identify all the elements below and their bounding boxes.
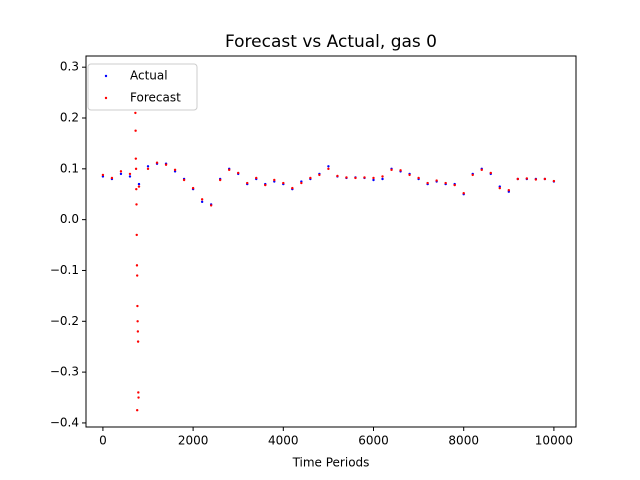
data-point (480, 168, 483, 172)
legend-marker (104, 96, 108, 100)
data-point (227, 168, 231, 172)
y-tick-label: 0.0 (60, 212, 79, 226)
data-point (282, 181, 285, 185)
data-point (390, 168, 393, 172)
data-point (137, 185, 141, 188)
data-point (336, 174, 339, 178)
data-point (191, 186, 195, 190)
data-point (135, 187, 138, 191)
y-tick-label: 0.1 (60, 161, 79, 175)
data-point (134, 111, 137, 115)
data-point (200, 200, 204, 204)
data-point (417, 176, 420, 180)
data-point (462, 192, 465, 195)
data-point (119, 170, 123, 173)
x-axis-label: Time Periods (292, 456, 370, 470)
data-point (291, 186, 294, 190)
data-point (309, 176, 312, 180)
data-point (408, 173, 411, 177)
data-point (119, 172, 123, 176)
data-point (300, 181, 303, 185)
data-point (372, 178, 375, 182)
data-point (146, 167, 150, 171)
data-point (146, 165, 150, 168)
data-point (444, 181, 447, 185)
data-point (426, 181, 429, 185)
y-tick-label: 0.3 (60, 60, 79, 74)
data-point (255, 176, 258, 180)
x-tick-label: 4000 (268, 434, 299, 448)
data-point (327, 167, 330, 171)
data-point (372, 176, 375, 180)
data-point (136, 304, 139, 308)
data-point (237, 171, 240, 175)
data-point (101, 173, 105, 177)
data-point (498, 186, 501, 190)
data-point (135, 264, 139, 267)
data-point (136, 330, 140, 333)
x-tick-label: 0 (99, 434, 107, 448)
y-tick-label: −0.2 (50, 314, 79, 328)
data-point (318, 173, 321, 177)
data-point (516, 177, 520, 181)
data-point (381, 177, 384, 181)
y-tick-label: 0.2 (60, 111, 79, 125)
data-point (327, 165, 330, 168)
data-point (137, 396, 140, 399)
legend-label: Forecast (130, 91, 181, 105)
data-point (164, 163, 168, 166)
x-tick-label: 2000 (178, 434, 209, 448)
x-tick-label: 8000 (448, 434, 479, 448)
data-point (134, 129, 137, 132)
data-point (200, 198, 204, 201)
data-point (381, 175, 384, 178)
data-point (136, 340, 140, 343)
data-point (136, 320, 139, 323)
data-point (128, 175, 132, 178)
data-point (345, 176, 348, 179)
data-point (363, 176, 366, 179)
data-point (525, 177, 529, 180)
data-point (134, 167, 138, 171)
data-point (399, 169, 402, 172)
y-tick-label: −0.1 (50, 263, 79, 277)
x-tick-label: 10000 (535, 434, 573, 448)
legend-label: Actual (130, 69, 168, 83)
data-point (155, 161, 159, 164)
data-point (135, 274, 139, 277)
data-point (173, 168, 177, 172)
data-point (135, 409, 139, 412)
chart-title: Forecast vs Actual, gas 0 (225, 32, 437, 52)
data-point (128, 172, 132, 176)
data-point (110, 176, 114, 180)
data-point (534, 178, 538, 181)
data-point (435, 179, 438, 182)
data-point (273, 178, 276, 182)
legend-box (87, 63, 198, 111)
data-point (453, 183, 456, 187)
data-point (552, 179, 556, 183)
data-point (543, 177, 547, 181)
x-tick-label: 6000 (358, 434, 389, 448)
data-point (264, 183, 267, 187)
data-point (137, 391, 140, 394)
plot-frame (85, 55, 577, 428)
data-point (209, 204, 213, 207)
data-point (246, 181, 249, 185)
data-point (507, 188, 511, 192)
data-point (135, 203, 138, 206)
data-point (137, 182, 141, 186)
data-point (182, 178, 186, 182)
y-tick-label: −0.3 (50, 365, 79, 379)
data-point (218, 178, 222, 182)
data-point (489, 171, 492, 175)
data-point (471, 173, 474, 177)
y-tick-label: −0.4 (50, 415, 79, 429)
data-point (135, 233, 138, 237)
data-point (354, 176, 357, 180)
legend-marker (104, 74, 108, 78)
data-point (134, 157, 138, 160)
